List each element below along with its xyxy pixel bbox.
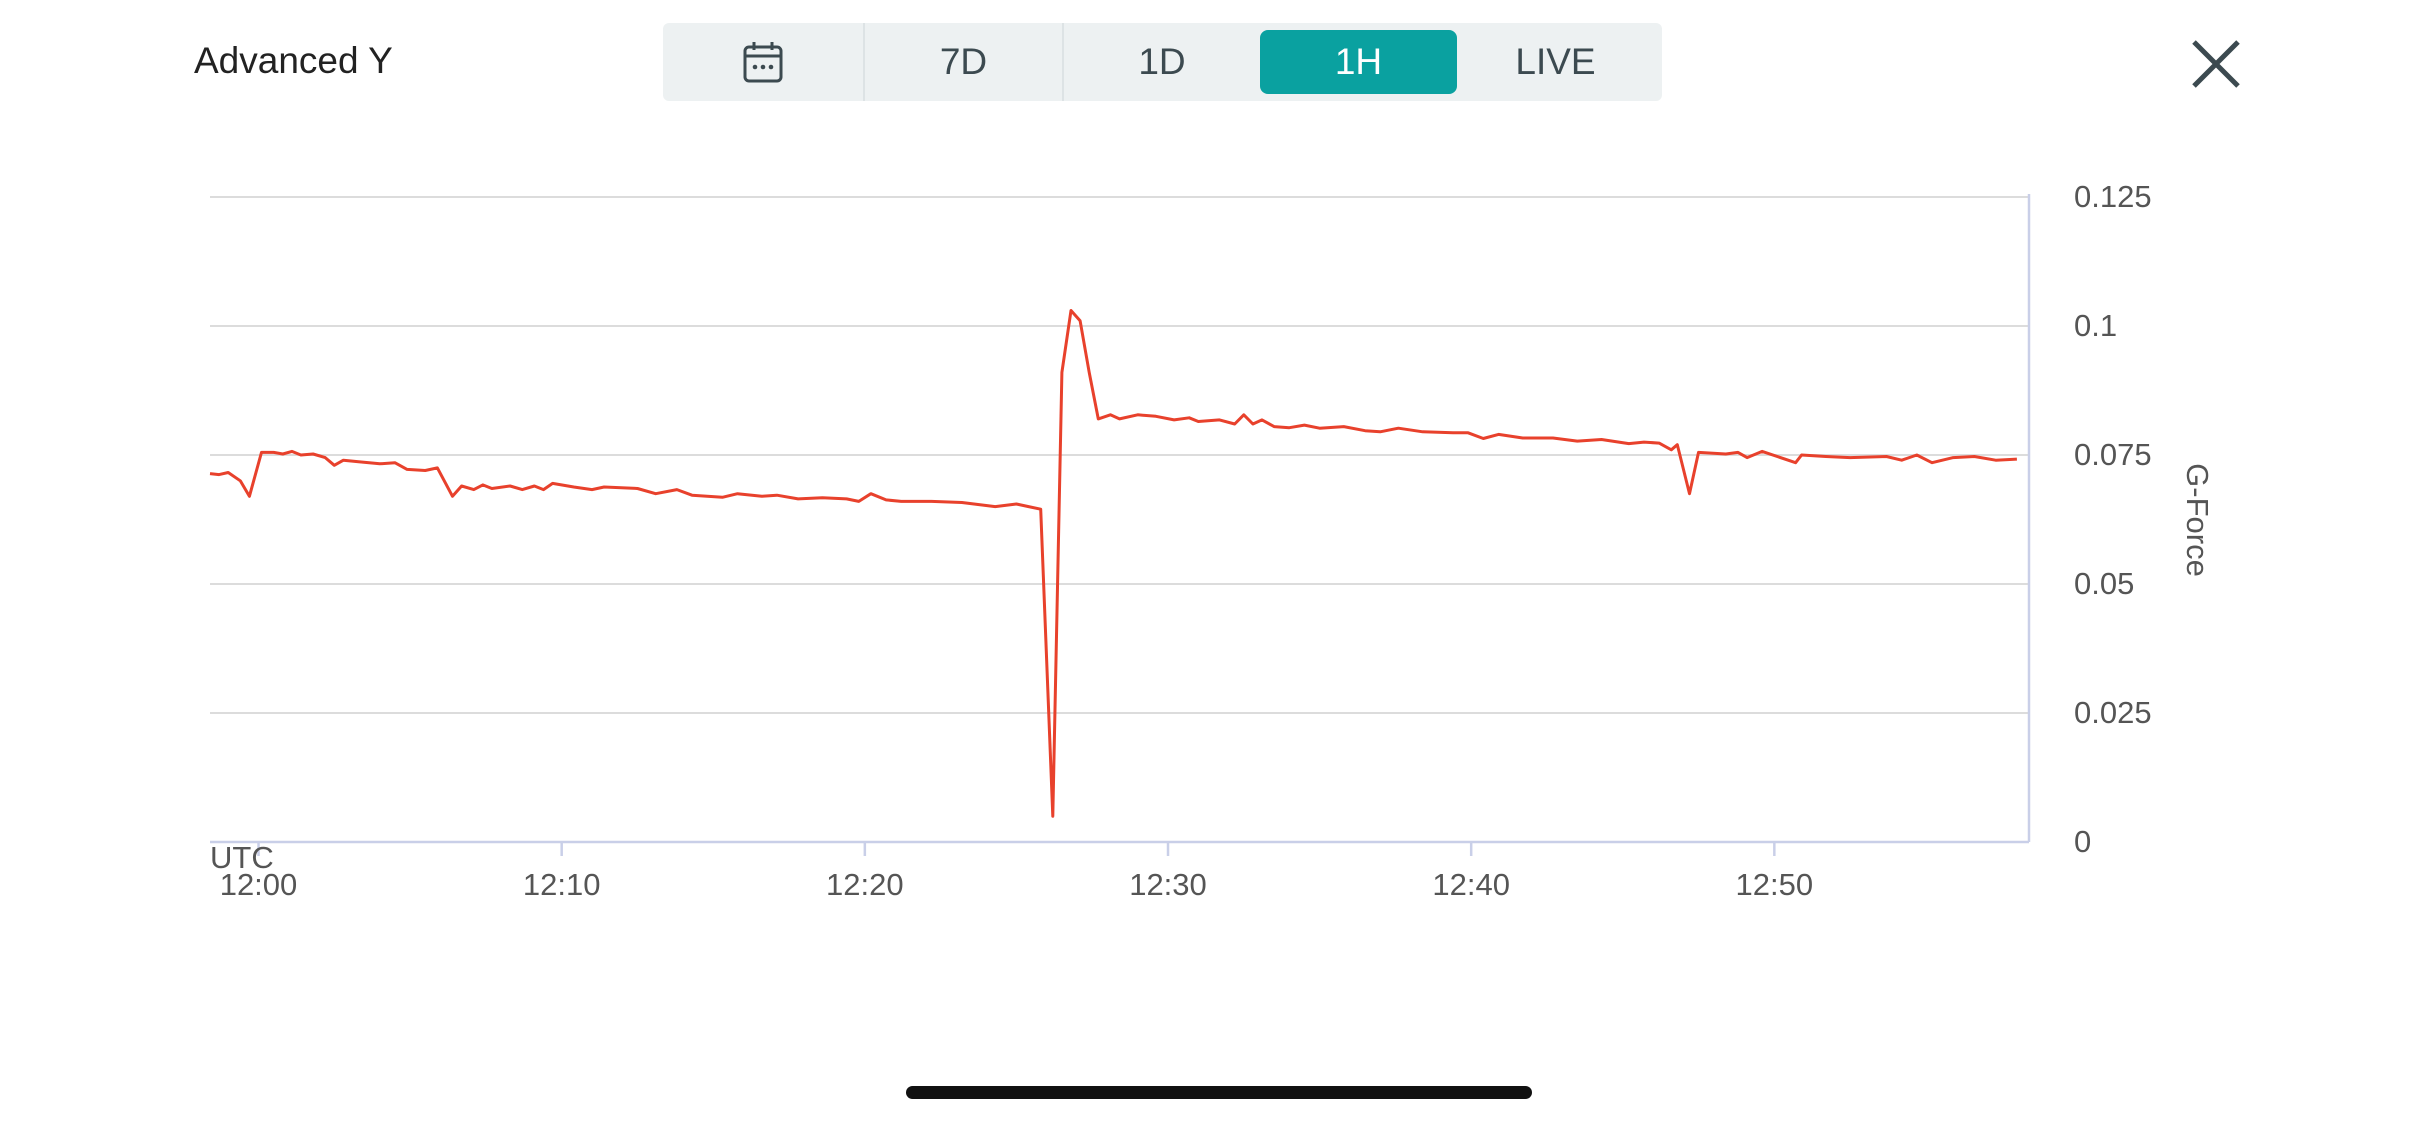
y-axis-label: G-Force [2180, 463, 2215, 577]
range-tab[interactable]: 1D [1138, 41, 1186, 82]
y-tick-label: 0.05 [2074, 566, 2134, 601]
data-line [209, 309, 2017, 818]
y-tick-label: 0.125 [2074, 179, 2152, 214]
x-tick-label: 12:20 [826, 867, 904, 902]
home-indicator [906, 1086, 1532, 1099]
x-tick-label: 12:30 [1129, 867, 1207, 902]
chart: 0 0.025 0.05 0.075 0.1 0.125 12:00 12:10 12:20 12… [209, 179, 2215, 902]
page-title: Advanced Y [194, 40, 393, 81]
x-axis-label: UTC [210, 840, 274, 875]
x-tick-label: 12:50 [1736, 867, 1814, 902]
y-tick-label: 0.025 [2074, 695, 2152, 730]
x-tick-label: 12:00 [220, 867, 298, 902]
y-tick-label: 0 [2074, 824, 2091, 859]
y-tick-label: 0.1 [2074, 308, 2117, 343]
range-tabs: 7D 1D 1H LIVE [663, 23, 1662, 101]
range-tab[interactable]: LIVE [1515, 41, 1596, 82]
calendar-icon [743, 42, 783, 83]
x-tick-label: 12:40 [1432, 867, 1510, 902]
calendar-tab[interactable] [663, 23, 865, 101]
range-tab[interactable]: 1H [1260, 30, 1457, 94]
y-tick-label: 0.075 [2074, 437, 2152, 472]
close-button[interactable] [2190, 38, 2242, 90]
range-tab[interactable]: 7D [865, 23, 1064, 101]
x-tick-label: 12:10 [523, 867, 601, 902]
